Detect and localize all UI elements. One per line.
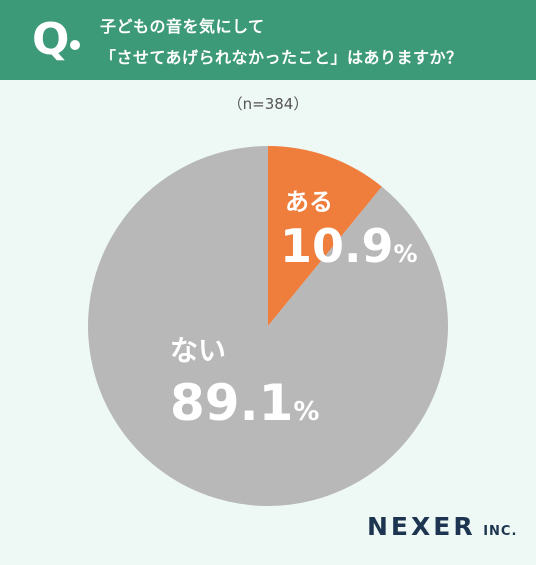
question-line-2: 「させてあげられなかったこと」はありますか？ bbox=[100, 48, 463, 67]
q-mark: Q bbox=[32, 14, 70, 65]
q-dot bbox=[70, 40, 80, 50]
slice-unit: % bbox=[293, 397, 319, 427]
question-line-1: 子どもの音を気にして bbox=[100, 17, 265, 36]
slice-value-no: 89.1% bbox=[170, 374, 319, 432]
brand-suffix: INC. bbox=[483, 524, 518, 539]
sample-size: （n=384） bbox=[227, 95, 309, 113]
brand-logo: NEXER INC. bbox=[367, 512, 517, 541]
slice-label-yes: ある bbox=[285, 188, 333, 216]
pie-slice-no bbox=[88, 146, 449, 507]
brand-name: NEXER bbox=[367, 512, 476, 541]
slice-label-no: ない bbox=[170, 334, 226, 367]
pie-slice-yes bbox=[268, 146, 382, 326]
question-header: Q 子どもの音を気にして 「させてあげられなかったこと」はありますか？ bbox=[0, 0, 536, 80]
slice-unit: % bbox=[394, 240, 418, 268]
